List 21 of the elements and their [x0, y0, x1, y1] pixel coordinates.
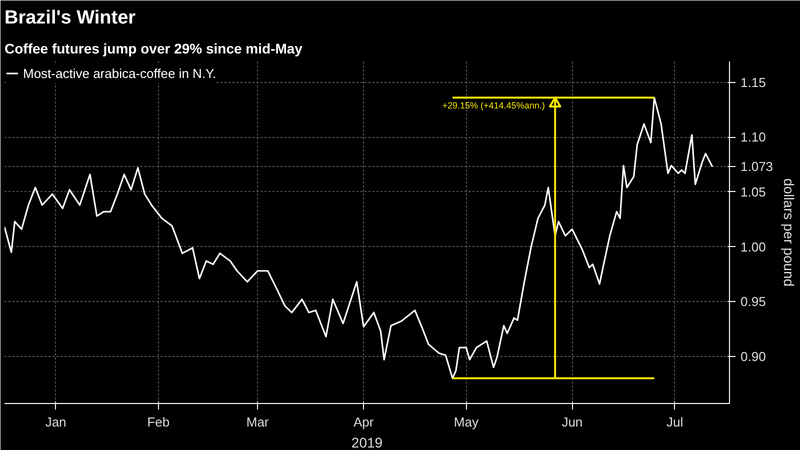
y-tick-label: 1.15 — [740, 74, 766, 90]
y-tick-label: 1.073 — [740, 159, 774, 174]
y-tick-label: 1.00 — [740, 239, 766, 254]
x-tick-label: May — [454, 414, 479, 430]
x-tick-label: Jun — [562, 414, 583, 430]
x-tick-label: Apr — [353, 414, 374, 430]
ref-line-label: +29.15% (+414.45%ann.) — [442, 100, 545, 111]
x-tick-label: Jan — [45, 414, 66, 430]
y-tick-label: 1.05 — [740, 184, 766, 200]
x-tick-label: Jul — [666, 414, 684, 430]
y-axis-title: dollars per pound — [781, 178, 798, 287]
legend-label: Most-active arabica-coffee in N.Y. — [23, 66, 216, 80]
y-tick-label: 1.10 — [740, 130, 766, 145]
chart-subtitle: Coffee futures jump over 29% since mid-May — [4, 40, 303, 56]
x-tick-label: Feb — [147, 414, 170, 430]
chart-title: Brazil's Winter — [4, 8, 136, 28]
y-tick-label: 0.95 — [740, 294, 766, 310]
line-series — [4, 96, 714, 380]
y-tick-label: 0.90 — [740, 348, 766, 364]
x-tick-label: Mar — [246, 414, 270, 430]
x-axis-title: 2019 — [351, 434, 383, 450]
